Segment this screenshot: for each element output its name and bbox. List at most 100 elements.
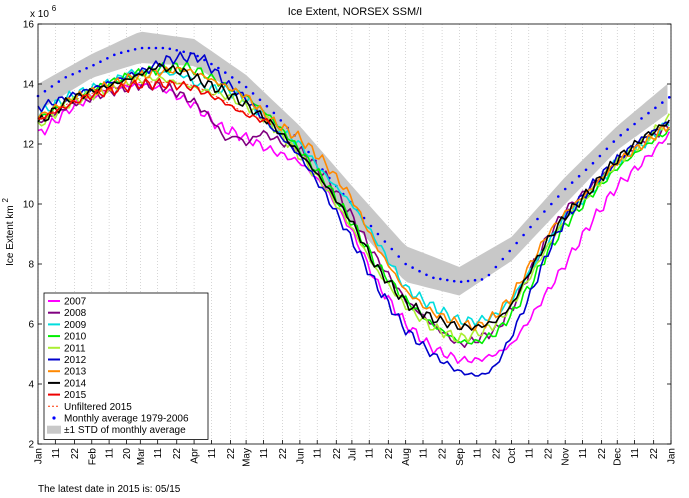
x-tick-label: 22 xyxy=(597,448,608,460)
legend-swatch xyxy=(47,425,61,434)
monthly-average-point xyxy=(383,240,387,243)
x-tick-label: Dec xyxy=(613,448,624,466)
legend-label: 2007 xyxy=(64,297,87,308)
monthly-average-point xyxy=(50,85,54,88)
y-tick-label: 12 xyxy=(23,140,35,151)
y-axis-label-text: Ice Extent km xyxy=(5,205,16,266)
x-tick-label: 11 xyxy=(105,448,116,459)
monthly-average-point xyxy=(654,106,657,110)
monthly-average-point xyxy=(78,69,81,73)
monthly-average-point xyxy=(217,66,220,70)
x-tick-label: 11 xyxy=(365,448,376,459)
monthly-average-point xyxy=(168,47,172,51)
legend: 200720082009201020112012201320142015Unfi… xyxy=(43,292,209,440)
y-tick-label: 8 xyxy=(28,260,34,271)
x-tick-label: 22 xyxy=(172,448,183,460)
x-tick-label: Jan xyxy=(667,448,678,464)
monthly-average-point xyxy=(494,265,498,269)
monthly-average-point xyxy=(591,161,595,165)
monthly-average-point xyxy=(230,76,234,79)
legend-label: 2008 xyxy=(64,308,87,319)
monthly-average-point xyxy=(508,249,512,253)
y-axis-label-superscript: 2 xyxy=(1,198,10,203)
series-line-2009 xyxy=(37,68,670,327)
monthly-average-point xyxy=(550,202,553,206)
monthly-average-point xyxy=(466,279,470,283)
y-axis-multiplier-base: x 10 xyxy=(30,9,49,20)
x-tick-label: 11 xyxy=(630,448,641,459)
x-tick-label: Jul xyxy=(347,448,358,461)
x-tick-label: 11 xyxy=(259,448,270,459)
x-tick-label: 22 xyxy=(649,448,660,460)
monthly-average-point xyxy=(154,46,158,50)
monthly-average-point xyxy=(71,72,74,76)
monthly-average-point xyxy=(439,277,442,281)
series-line-2014 xyxy=(37,62,670,331)
legend-label: 2014 xyxy=(64,378,87,389)
monthly-average-point xyxy=(404,262,407,266)
monthly-average-point xyxy=(529,225,532,229)
monthly-average-point xyxy=(126,49,130,53)
y-tick-label: 4 xyxy=(28,380,34,391)
plot-frame xyxy=(37,23,672,445)
monthly-average-point xyxy=(515,241,518,245)
monthly-average-point xyxy=(411,266,414,269)
x-tick-label: 11 xyxy=(207,448,218,459)
monthly-average-point xyxy=(432,276,435,280)
y-axis-multiplier: x 10 6 xyxy=(30,4,57,20)
latest-date-note: The latest date in 2015 is: 05/15 xyxy=(38,484,181,495)
monthly-average-point xyxy=(196,54,199,58)
unfiltered-2015-line xyxy=(37,81,271,122)
monthly-average-point xyxy=(161,46,165,50)
legend-label: 2013 xyxy=(64,367,87,378)
x-tick-label: 22 xyxy=(332,448,343,460)
y-tick-label: 2 xyxy=(28,440,34,451)
monthly-average-point xyxy=(99,60,102,64)
monthly-average-point xyxy=(487,273,491,277)
monthly-average-point xyxy=(113,53,116,57)
plot-area: 2 4 6 8 10 12 14 16 Jan 11 22 Feb 11 20 Mar 11 22 Apr 11 22… xyxy=(23,20,678,467)
monthly-average-point xyxy=(92,63,95,67)
x-tick-label: 22 xyxy=(70,448,81,460)
monthly-average-point xyxy=(133,47,137,51)
x-tick-label: Mar xyxy=(136,447,147,465)
legend-label: 2011 xyxy=(64,343,86,354)
monthly-average-point xyxy=(570,181,574,184)
x-tick-label: 11 xyxy=(524,448,535,459)
monthly-average-point xyxy=(265,104,269,108)
monthly-average-point xyxy=(369,224,373,228)
monthly-average-point xyxy=(182,50,185,54)
series-line-2015 xyxy=(37,78,272,126)
monthly-average-point xyxy=(612,140,616,143)
legend-label: Unfiltered 2015 xyxy=(64,402,132,413)
legend-label: 2010 xyxy=(64,332,87,343)
monthly-average-point xyxy=(473,278,477,282)
x-tick-label: May xyxy=(242,448,253,467)
x-tick-label: 20 xyxy=(122,448,133,460)
monthly-average-point xyxy=(640,117,643,120)
monthly-average-point xyxy=(605,147,609,151)
x-tick-label: Jun xyxy=(295,448,306,464)
x-tick-label: Jan xyxy=(34,448,45,464)
monthly-average-point xyxy=(452,279,456,283)
monthly-average-point xyxy=(258,98,262,102)
monthly-average-point xyxy=(279,119,283,122)
monthly-average-point xyxy=(577,174,581,178)
y-tick-label: 14 xyxy=(23,80,35,91)
y-tick-label: 10 xyxy=(23,200,35,211)
x-tick-label: Apr xyxy=(190,447,201,463)
monthly-average-point xyxy=(633,122,636,126)
monthly-average-point xyxy=(647,111,650,115)
chart-title: Ice Extent, NORSEX SSM/I xyxy=(288,6,423,18)
monthly-average-point xyxy=(237,80,241,84)
monthly-average-point xyxy=(598,154,602,158)
monthly-average-point xyxy=(57,80,61,83)
monthly-average-point xyxy=(556,195,560,198)
monthly-average-point xyxy=(536,217,539,221)
monthly-average-point xyxy=(376,232,380,236)
legend-label: Monthly average 1979-2006 xyxy=(64,414,189,425)
monthly-average-point xyxy=(418,269,421,273)
monthly-average-point xyxy=(43,89,47,93)
monthly-average-point xyxy=(390,247,394,251)
